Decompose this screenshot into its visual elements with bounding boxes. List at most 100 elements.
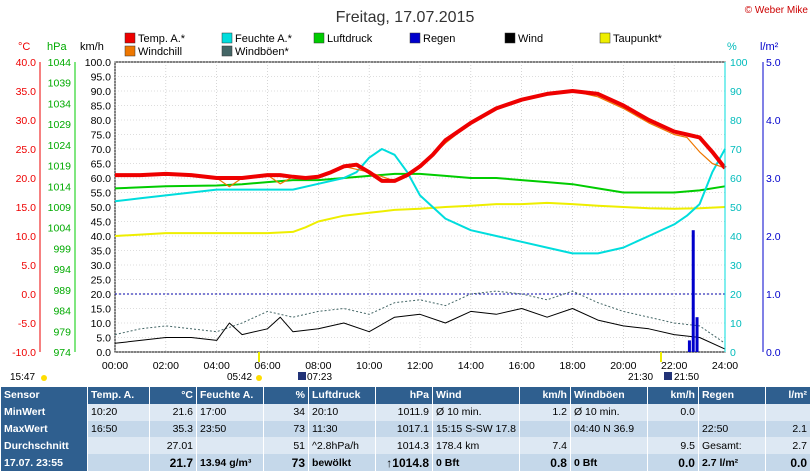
legend-swatch — [504, 32, 516, 44]
stats-cell: 73 — [263, 420, 309, 438]
stats-cell: 21.7 — [149, 454, 197, 471]
moon-rise-time: 07:23 — [307, 372, 332, 383]
stats-cell: 15:15 S-SW 17.8 — [432, 420, 520, 438]
press-tick-label: 989 — [53, 285, 71, 297]
sun-icon-left — [41, 375, 47, 381]
press-tick-label: 1044 — [48, 57, 72, 69]
stats-cell: 20:10 — [308, 403, 376, 421]
stats-cell: 22:50 — [697, 420, 766, 438]
wind-tick-label: 70.0 — [91, 144, 112, 156]
temp-tick-label: 40.0 — [16, 57, 37, 69]
stats-cell — [646, 420, 699, 438]
legend-label: Regen — [423, 33, 455, 45]
stats-cell: 27.01 — [149, 437, 197, 455]
time-tick-label: 20:00 — [610, 360, 636, 372]
hdr-sensor: Sensor — [0, 387, 88, 404]
press-tick-label: 1039 — [48, 78, 72, 90]
wind-tick-label: 20.0 — [91, 289, 112, 301]
hdr-hum: Feuchte A. — [196, 387, 264, 404]
moon-icon-set — [664, 372, 672, 380]
rain-bar — [691, 230, 695, 352]
temp-tick-label: -5.0 — [18, 318, 36, 330]
legend-label: Taupunkt* — [613, 33, 663, 45]
series-tempa-line — [115, 89, 727, 183]
stats-cell: 9.5 — [646, 437, 699, 455]
stats-cell: 11:30 — [308, 420, 376, 438]
wind-tick-label: 0.0 — [96, 347, 111, 359]
stats-cell: Gesamt: — [697, 437, 766, 455]
legend-swatch — [124, 45, 136, 57]
stats-cell — [196, 437, 264, 455]
time-tick-label: 14:00 — [458, 360, 484, 372]
wind-tick-label: 95.0 — [91, 72, 112, 84]
time-tick-label: 16:00 — [509, 360, 535, 372]
hdr-temp-unit: °C — [149, 387, 197, 404]
temp-tick-label: 30.0 — [16, 115, 37, 127]
stats-cell — [764, 403, 810, 421]
press-tick-label: 1029 — [48, 119, 72, 131]
hum-tick-label: 100 — [730, 57, 748, 69]
legend-swatch — [409, 32, 421, 44]
hum-tick-label: 50 — [730, 202, 742, 214]
moon-set-time: 21:50 — [674, 372, 699, 383]
hum-tick-label: 10 — [730, 318, 742, 330]
wind-tick-label: 50.0 — [91, 202, 112, 214]
hdr-wind-unit: km/h — [518, 387, 571, 404]
temp-tick-label: 25.0 — [16, 144, 37, 156]
legend-swatch — [221, 32, 233, 44]
wind-tick-label: 5.0 — [96, 333, 111, 345]
stats-body: MinWert 10:20 21.6 17:00 34 20:10 1011.9 Ø 10 m… — [0, 403, 810, 471]
series-group — [114, 89, 727, 352]
wind-tick-label: 80.0 — [91, 115, 112, 127]
press-tick-label: 999 — [53, 243, 71, 255]
legend-label: Feuchte A.* — [235, 33, 293, 45]
wind-tick-label: 65.0 — [91, 159, 112, 171]
stats-cell: 178.4 km — [432, 437, 520, 455]
stats-cell: 1017.1 — [375, 420, 433, 438]
chart-title: Freitag, 17.07.2015 — [336, 9, 475, 26]
stats-cell — [87, 437, 150, 455]
stats-row-label: MinWert — [0, 403, 88, 421]
temp-tick-label: 20.0 — [16, 173, 37, 185]
temp-tick-label: 15.0 — [16, 202, 37, 214]
wind-axis-unit: km/h — [80, 41, 104, 53]
stats-cell: 17:00 — [196, 403, 264, 421]
stats-cell: Ø 10 min. — [569, 403, 648, 421]
sunset-time: 21:30 — [628, 372, 653, 383]
hdr-rain: Regen — [697, 387, 766, 404]
stats-cell: 10:20 — [87, 403, 150, 421]
hum-tick-label: 70 — [730, 144, 742, 156]
series-wind-line — [114, 308, 726, 350]
press-tick-label: 1004 — [48, 223, 72, 235]
stats-row-label: MaxWert — [0, 420, 88, 438]
press-axis-unit: hPa — [47, 41, 67, 53]
stats-row: Durchschnitt 27.01 51 ^2.8hPa/h 1014.3 178.4 … — [0, 437, 810, 455]
wind-tick-label: 40.0 — [91, 231, 112, 243]
wind-tick-label: 90.0 — [91, 86, 112, 98]
hdr-wind: Wind — [432, 387, 520, 404]
stats-cell: ^2.8hPa/h — [308, 437, 376, 455]
time-tick-label: 06:00 — [254, 360, 280, 372]
stats-row: MinWert 10:20 21.6 17:00 34 20:10 1011.9 Ø 10 m… — [0, 403, 810, 421]
stats-cell: 0.0 — [646, 403, 699, 421]
stats-cell: bewölkt — [308, 454, 376, 471]
wind-tick-label: 55.0 — [91, 188, 112, 200]
hdr-hum-unit: % — [263, 387, 309, 404]
hdr-gust: Windböen — [569, 387, 648, 404]
press-tick-label: 979 — [53, 326, 71, 338]
stats-cell: 2.1 — [764, 420, 810, 438]
stats-cell: Ø 10 min. — [432, 403, 520, 421]
stats-cell: 51 — [263, 437, 309, 455]
time-tick-label: 02:00 — [153, 360, 179, 372]
temp-axis-unit: °C — [18, 41, 30, 53]
hum-tick-label: 90 — [730, 86, 742, 98]
time-tick-label: 04:00 — [204, 360, 230, 372]
wind-tick-label: 100.0 — [85, 57, 111, 69]
legend-swatch — [221, 45, 233, 57]
wind-tick-label: 10.0 — [91, 318, 112, 330]
hdr-press-unit: hPa — [375, 387, 433, 404]
stats-cell: 1011.9 — [375, 403, 433, 421]
stats-cell — [87, 454, 150, 471]
series-feuchtea-line — [114, 148, 726, 255]
stats-cell — [569, 437, 648, 455]
